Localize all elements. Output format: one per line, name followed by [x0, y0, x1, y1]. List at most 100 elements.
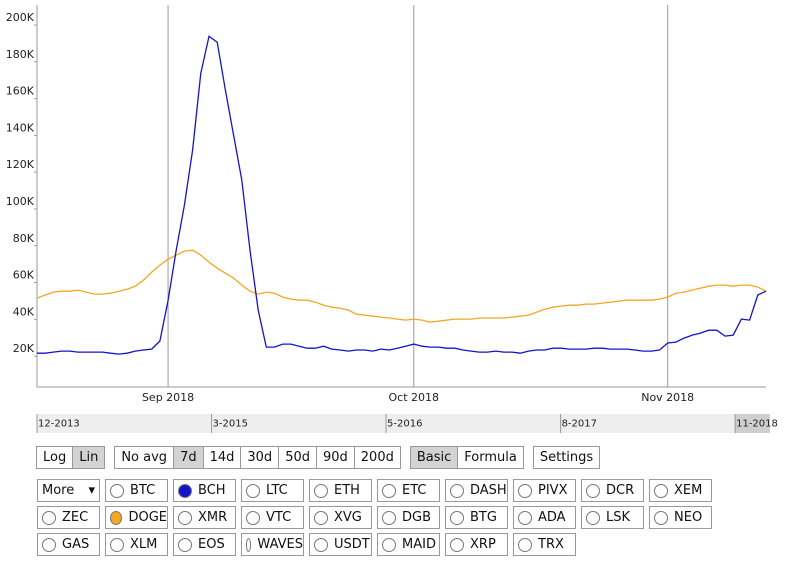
y-tick-label: 80K — [13, 232, 35, 245]
coin-label: ZEC — [62, 510, 89, 525]
coin-label: WAVES — [257, 537, 303, 552]
toggle-button[interactable]: Settings — [532, 446, 601, 469]
coin-option[interactable]: TRX — [513, 533, 576, 556]
y-tick-label: 60K — [13, 269, 35, 282]
coin-label: DCR — [606, 483, 635, 498]
coin-option[interactable]: DCR — [581, 479, 644, 502]
coin-label: ETC — [402, 483, 427, 498]
radio — [110, 510, 123, 525]
radio — [450, 537, 464, 552]
series-line — [37, 35, 767, 355]
range-label: 8-2017 — [562, 419, 597, 430]
coin-option[interactable]: XEM — [649, 479, 712, 502]
coin-label: XMR — [198, 510, 228, 525]
coin-option[interactable]: XRP — [445, 533, 508, 556]
y-tick-label: 100K — [6, 195, 35, 208]
more-select[interactable]: More ▾ — [37, 479, 100, 502]
coin-label: XLM — [130, 537, 158, 552]
coin-option[interactable]: XMR — [173, 506, 236, 529]
range-label: 5-2016 — [387, 419, 422, 430]
coin-option[interactable]: ZEC — [37, 506, 100, 529]
radio — [314, 510, 328, 525]
radio — [586, 510, 600, 525]
coin-option[interactable]: WAVES — [241, 533, 304, 556]
coin-option[interactable]: GAS — [37, 533, 100, 556]
coin-label: ADA — [538, 510, 566, 525]
range-label: 12-2013 — [38, 419, 80, 430]
coin-label: PIVX — [538, 483, 568, 498]
toggle-button[interactable]: Lin — [72, 446, 106, 469]
coin-option[interactable]: LSK — [581, 506, 644, 529]
radio — [450, 510, 464, 525]
y-tick-label: 120K — [6, 158, 35, 171]
toggle-button[interactable]: Formula — [457, 446, 524, 469]
coin-label: BTC — [130, 483, 156, 498]
toggle-button[interactable]: Log — [36, 446, 74, 469]
coin-label: EOS — [198, 537, 225, 552]
coin-option[interactable]: DOGE — [105, 506, 168, 529]
y-tick-label: 160K — [6, 85, 35, 98]
coin-label: NEO — [674, 510, 703, 525]
coin-label: BCH — [198, 483, 226, 498]
radio — [518, 510, 532, 525]
coin-option[interactable]: MAID — [377, 533, 440, 556]
coin-label: LTC — [266, 483, 288, 498]
dropdown-arrow: ▾ — [88, 483, 95, 498]
y-tick-label: 20K — [13, 342, 35, 355]
radio — [42, 537, 56, 552]
coin-label: XEM — [674, 483, 703, 498]
toggle-button[interactable]: 50d — [278, 446, 317, 469]
radio — [518, 483, 532, 498]
radio — [382, 510, 396, 525]
coin-label: BTG — [470, 510, 497, 525]
coin-label: DOGE — [128, 510, 167, 525]
toolbar: Log Lin No avg 7d 14d 30d 50d 90d 200d Basic Formu… — [36, 446, 601, 469]
radio — [586, 483, 600, 498]
radio — [246, 483, 260, 498]
more-label: More — [42, 483, 75, 498]
toggle-button[interactable]: No avg — [114, 446, 175, 469]
coin-label: TRX — [538, 537, 564, 552]
x-tick-label: Sep 2018 — [142, 391, 194, 404]
toggle-button[interactable]: 14d — [202, 446, 242, 469]
coin-option[interactable]: ETC — [377, 479, 440, 502]
toggle-button[interactable]: 30d — [240, 446, 280, 469]
radio — [382, 537, 396, 552]
radio — [178, 510, 192, 525]
radio — [42, 510, 56, 525]
coin-label: XVG — [334, 510, 362, 525]
coin-option[interactable]: BCH — [173, 479, 236, 502]
coin-option[interactable]: ETH — [309, 479, 372, 502]
toggle-button[interactable]: Basic — [409, 446, 459, 469]
x-tick-label: Nov 2018 — [641, 391, 694, 404]
coin-label: XRP — [470, 537, 496, 552]
button-group: Settings — [532, 446, 601, 469]
coin-option[interactable]: BTC — [105, 479, 168, 502]
coin-option[interactable]: DGB — [377, 506, 440, 529]
coin-option[interactable]: LTC — [241, 479, 304, 502]
toggle-button[interactable]: 90d — [315, 446, 355, 469]
button-group: Basic Formula — [409, 446, 524, 469]
toggle-button[interactable]: 200d — [353, 446, 401, 469]
coin-option[interactable]: USDT — [309, 533, 372, 556]
coin-option[interactable]: EOS — [173, 533, 236, 556]
radio — [314, 537, 328, 552]
radio — [246, 537, 252, 552]
coin-label: DASH — [470, 483, 507, 498]
coin-option[interactable]: VTC — [241, 506, 304, 529]
coin-option[interactable]: PIVX — [513, 479, 576, 502]
coin-option[interactable]: NEO — [649, 506, 712, 529]
coin-option[interactable]: DASH — [445, 479, 508, 502]
range-selection — [735, 414, 770, 433]
radio — [178, 537, 192, 552]
coin-option[interactable]: XVG — [309, 506, 372, 529]
coin-label: VTC — [266, 510, 292, 525]
toggle-button[interactable]: 7d — [173, 446, 204, 469]
coin-option[interactable]: XLM — [105, 533, 168, 556]
coin-label: DGB — [402, 510, 432, 525]
y-tick-label: 180K — [6, 48, 35, 61]
coin-label: LSK — [606, 510, 631, 525]
coin-option[interactable]: ADA — [513, 506, 576, 529]
coin-option[interactable]: BTG — [445, 506, 508, 529]
